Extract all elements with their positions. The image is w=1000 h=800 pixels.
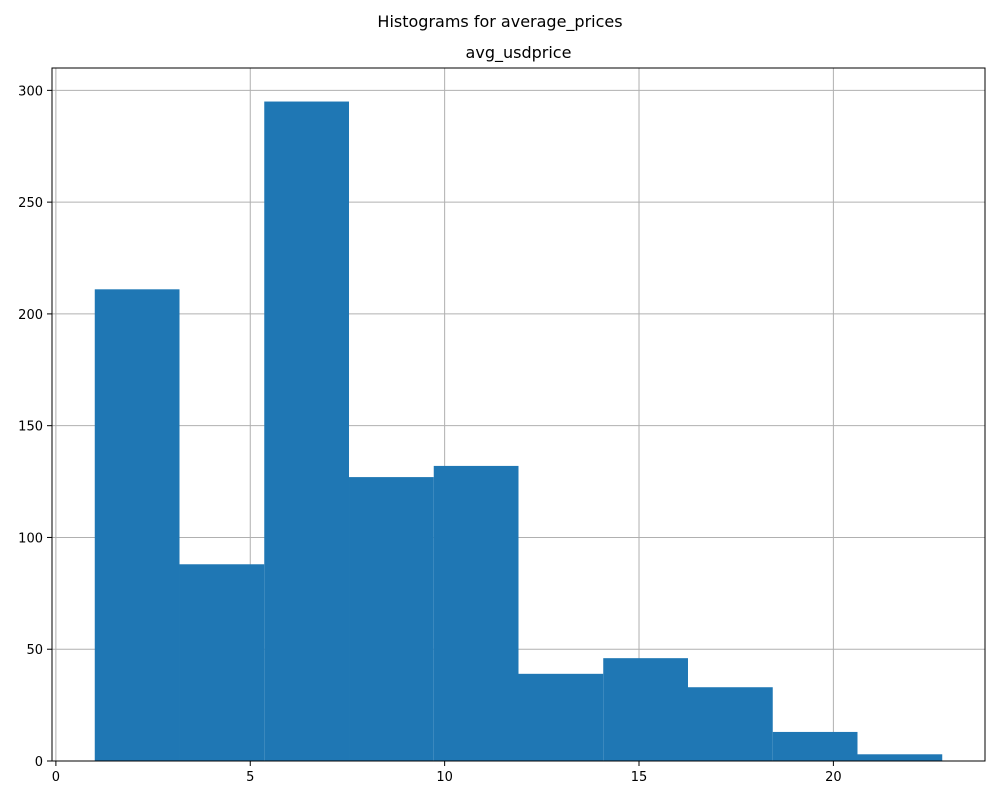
histogram-bar: [179, 564, 265, 761]
histogram-bar: [687, 687, 773, 761]
y-tick-label: 300: [18, 84, 43, 99]
y-tick-label: 100: [18, 531, 43, 546]
axes-title: avg_usdprice: [465, 43, 572, 62]
histogram-bar: [857, 754, 943, 761]
histogram-bar: [772, 731, 858, 761]
x-tick-label: 5: [246, 770, 254, 785]
histogram-bar: [518, 673, 604, 761]
histogram-bar: [264, 101, 350, 762]
histogram-bar: [349, 477, 434, 761]
y-tick-label: 150: [18, 420, 43, 435]
x-tick-label: 10: [436, 770, 453, 785]
x-tick-label: 0: [52, 770, 60, 785]
histogram-bar: [433, 465, 519, 761]
figure-title: Histograms for average_prices: [377, 12, 623, 31]
y-tick-label: 250: [18, 196, 43, 211]
y-tick-label: 200: [18, 308, 43, 323]
x-tick-label: 20: [825, 770, 842, 785]
bar-layer: [94, 101, 943, 762]
histogram-bar: [94, 289, 180, 761]
axes-frame: [51, 67, 986, 762]
y-tick-label: 0: [35, 755, 43, 770]
y-tick-label: 50: [26, 643, 43, 658]
x-tick-label: 15: [631, 770, 648, 785]
histogram-bar: [603, 658, 688, 761]
